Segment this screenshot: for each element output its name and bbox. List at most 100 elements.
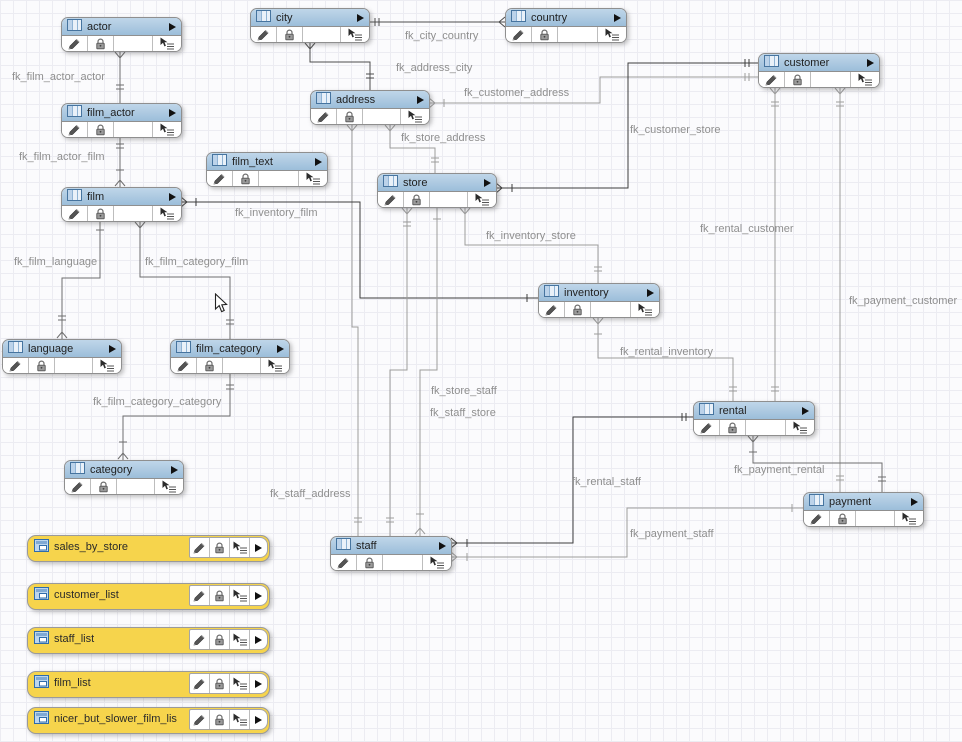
table-address[interactable]: address [310,90,430,125]
table-header[interactable]: film_category [171,340,289,358]
view-nicer_but_slower_film_lis[interactable]: nicer_but_slower_film_lis [27,707,270,734]
table-header[interactable]: inventory [539,284,659,302]
lock-icon[interactable] [785,72,811,87]
expand-arrow-icon[interactable] [417,95,424,104]
edit-pencil-icon[interactable] [331,555,357,570]
expand-arrow-icon[interactable] [169,192,176,201]
cursor-list-icon[interactable] [341,27,369,42]
edit-pencil-icon[interactable] [190,538,210,557]
cursor-list-icon[interactable] [153,206,181,221]
table-header[interactable]: customer [759,54,879,72]
edit-pencil-icon[interactable] [694,420,720,435]
table-film_category[interactable]: film_category [170,339,290,374]
edit-pencil-icon[interactable] [190,674,210,693]
lock-icon[interactable] [565,302,591,317]
lock-icon[interactable] [210,538,230,557]
expand-arrow-icon[interactable] [171,465,178,474]
expand-arrow-icon[interactable] [867,58,874,67]
table-country[interactable]: country [505,8,627,43]
lock-icon[interactable] [29,358,55,373]
expand-arrow-icon[interactable] [439,541,446,550]
cursor-list-icon[interactable] [153,36,181,51]
lock-icon[interactable] [210,710,230,729]
edit-pencil-icon[interactable] [311,109,337,124]
edit-pencil-icon[interactable] [190,586,210,605]
edit-pencil-icon[interactable] [207,171,233,186]
table-header[interactable]: actor [62,18,181,36]
table-header[interactable]: country [506,9,626,27]
table-header[interactable]: city [251,9,369,27]
cursor-list-icon[interactable] [230,538,250,557]
cursor-list-icon[interactable] [230,674,250,693]
table-actor[interactable]: actor [61,17,182,52]
lock-icon[interactable] [357,555,383,570]
cursor-list-icon[interactable] [468,192,496,207]
table-header[interactable]: film_actor [62,104,181,122]
edit-pencil-icon[interactable] [251,27,277,42]
lock-icon[interactable] [210,630,230,649]
cursor-list-icon[interactable] [851,72,879,87]
cursor-list-icon[interactable] [230,586,250,605]
cursor-list-icon[interactable] [299,171,327,186]
expand-arrow-icon[interactable] [109,344,116,353]
cursor-list-icon[interactable] [230,630,250,649]
lock-icon[interactable] [830,511,856,526]
expand-arrow-icon[interactable] [250,630,267,649]
lock-icon[interactable] [233,171,259,186]
table-header[interactable]: category [65,461,183,479]
edit-pencil-icon[interactable] [378,192,404,207]
expand-arrow-icon[interactable] [250,586,267,605]
table-payment[interactable]: payment [803,492,924,527]
lock-icon[interactable] [91,479,117,494]
table-rental[interactable]: rental [693,401,815,436]
lock-icon[interactable] [88,122,114,137]
expand-arrow-icon[interactable] [250,674,267,693]
expand-arrow-icon[interactable] [911,497,918,506]
expand-arrow-icon[interactable] [315,157,322,166]
table-header[interactable]: store [378,174,496,192]
edit-pencil-icon[interactable] [804,511,830,526]
edit-pencil-icon[interactable] [62,122,88,137]
table-header[interactable]: address [311,91,429,109]
lock-icon[interactable] [532,27,558,42]
cursor-list-icon[interactable] [155,479,183,494]
lock-icon[interactable] [210,674,230,693]
cursor-list-icon[interactable] [631,302,659,317]
table-customer[interactable]: customer [758,53,880,88]
table-header[interactable]: film_text [207,153,327,171]
edit-pencil-icon[interactable] [759,72,785,87]
edit-pencil-icon[interactable] [539,302,565,317]
expand-arrow-icon[interactable] [169,108,176,117]
cursor-list-icon[interactable] [598,27,626,42]
table-header[interactable]: rental [694,402,814,420]
table-header[interactable]: payment [804,493,923,511]
table-staff[interactable]: staff [330,536,452,571]
cursor-list-icon[interactable] [230,710,250,729]
lock-icon[interactable] [337,109,363,124]
cursor-list-icon[interactable] [261,358,289,373]
table-film[interactable]: film [61,187,182,222]
expand-arrow-icon[interactable] [277,344,284,353]
table-city[interactable]: city [250,8,370,43]
cursor-list-icon[interactable] [153,122,181,137]
cursor-list-icon[interactable] [786,420,814,435]
table-header[interactable]: language [3,340,121,358]
cursor-list-icon[interactable] [401,109,429,124]
view-film_list[interactable]: film_list [27,671,270,698]
expand-arrow-icon[interactable] [802,406,809,415]
edit-pencil-icon[interactable] [506,27,532,42]
table-language[interactable]: language [2,339,122,374]
edit-pencil-icon[interactable] [190,630,210,649]
cursor-list-icon[interactable] [93,358,121,373]
lock-icon[interactable] [210,586,230,605]
expand-arrow-icon[interactable] [484,178,491,187]
table-category[interactable]: category [64,460,184,495]
cursor-list-icon[interactable] [895,511,923,526]
cursor-list-icon[interactable] [423,555,451,570]
table-store[interactable]: store [377,173,497,208]
edit-pencil-icon[interactable] [65,479,91,494]
expand-arrow-icon[interactable] [250,710,267,729]
lock-icon[interactable] [277,27,303,42]
lock-icon[interactable] [404,192,430,207]
